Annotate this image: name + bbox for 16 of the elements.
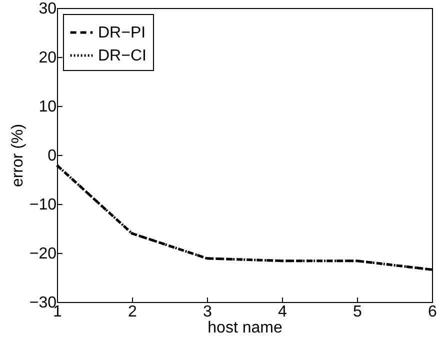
y-tick-label: −10 — [29, 196, 57, 214]
x-tick-label: 5 — [353, 304, 362, 320]
y-tick-label: 30 — [38, 0, 57, 18]
y-tick-label: 20 — [38, 50, 57, 66]
y-tick-label: 0 — [48, 148, 57, 164]
y-tick-label: −30 — [29, 294, 57, 312]
x-tick-label: 2 — [128, 304, 138, 320]
legend-label: DR−PI — [98, 24, 146, 42]
y-tick-label: 10 — [38, 98, 57, 116]
y-tick-label: −20 — [29, 246, 57, 262]
x-tick-label: 4 — [278, 304, 288, 320]
y-axis-title: error (%) — [9, 124, 26, 188]
legend-label: DR−CI — [98, 48, 146, 64]
x-tick-label: 3 — [203, 304, 212, 320]
x-axis-title: host name — [208, 320, 282, 336]
x-tick-label: 6 — [428, 304, 438, 320]
